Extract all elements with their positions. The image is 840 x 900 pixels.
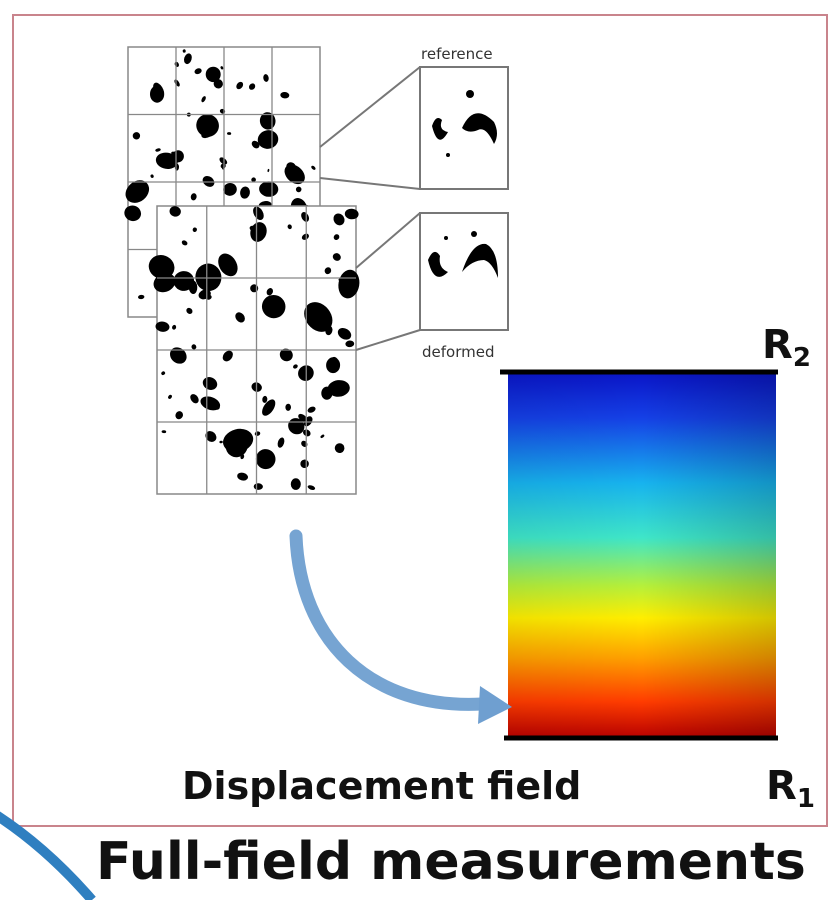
corner-arc bbox=[0, 811, 96, 900]
r1-label: R1 bbox=[766, 763, 815, 814]
deformed-image bbox=[148, 205, 360, 495]
reference-label: reference bbox=[421, 45, 493, 63]
curved-arrow-icon bbox=[289, 529, 512, 724]
displacement-field-caption: Displacement field bbox=[182, 764, 582, 808]
connector-lines bbox=[319, 66, 421, 351]
deformed-label: deformed bbox=[422, 343, 495, 361]
content-frame bbox=[12, 14, 828, 827]
displacement-field bbox=[508, 374, 776, 738]
r2-label: R2 bbox=[762, 322, 811, 373]
reference-zoom-box bbox=[419, 66, 509, 190]
deformed-zoom-box bbox=[419, 212, 509, 331]
slide-title: Full-field measurements bbox=[96, 832, 806, 892]
